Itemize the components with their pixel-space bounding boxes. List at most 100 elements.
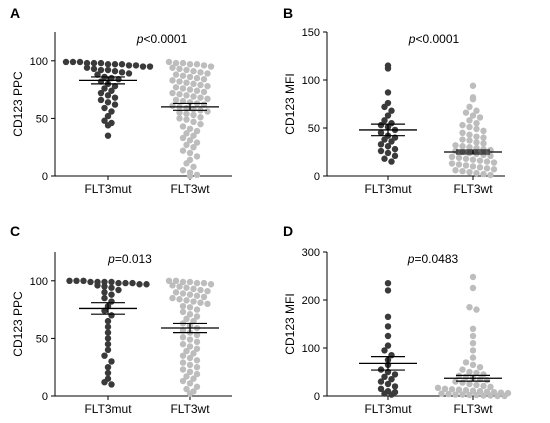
data-point xyxy=(169,77,176,84)
data-point xyxy=(466,368,473,376)
data-point xyxy=(462,387,470,394)
data-point xyxy=(384,313,392,320)
data-point xyxy=(143,281,150,288)
data-point xyxy=(193,383,201,390)
data-point xyxy=(179,147,187,154)
data-point xyxy=(200,88,208,96)
data-point xyxy=(473,133,480,140)
data-point xyxy=(101,289,108,296)
data-point xyxy=(469,273,477,281)
data-point xyxy=(179,359,187,366)
data-point xyxy=(381,155,388,162)
p-value-annotation: p<0.0001 xyxy=(408,32,460,46)
data-point xyxy=(381,390,388,397)
data-point xyxy=(101,278,108,286)
data-point xyxy=(183,297,190,304)
data-point xyxy=(108,284,115,291)
data-point xyxy=(186,390,194,397)
data-point xyxy=(459,136,466,143)
data-point xyxy=(469,112,477,119)
data-point xyxy=(473,306,480,313)
x-category-label: FLT3wt xyxy=(170,402,210,416)
data-point xyxy=(76,58,84,66)
data-point xyxy=(391,152,399,160)
data-point xyxy=(434,384,442,392)
data-point xyxy=(104,122,112,129)
data-point xyxy=(183,347,190,355)
data-point xyxy=(69,58,77,66)
data-point xyxy=(104,132,112,139)
data-point xyxy=(204,70,211,77)
data-point xyxy=(186,61,194,68)
data-point xyxy=(459,143,466,150)
y-tick-label: 0 xyxy=(314,171,320,183)
data-point xyxy=(186,149,194,157)
data-point xyxy=(190,118,197,126)
p-symbol: p xyxy=(136,32,144,46)
data-point xyxy=(455,161,463,168)
x-category-label: FLT3mut xyxy=(84,182,132,196)
data-point xyxy=(200,293,208,301)
data-point xyxy=(441,385,449,392)
data-point xyxy=(197,120,204,128)
data-point xyxy=(197,114,204,121)
data-point xyxy=(377,385,385,392)
data-point xyxy=(384,323,392,330)
data-point xyxy=(118,61,126,68)
data-point xyxy=(193,338,201,346)
data-point xyxy=(448,160,456,167)
data-point xyxy=(176,296,183,303)
data-point xyxy=(466,144,473,151)
data-point xyxy=(146,63,154,70)
data-point xyxy=(480,382,487,390)
data-point xyxy=(190,375,197,382)
data-point xyxy=(136,281,143,288)
data-point xyxy=(469,361,477,368)
data-point xyxy=(388,138,395,145)
data-point xyxy=(476,164,484,171)
data-point xyxy=(111,67,119,75)
data-point xyxy=(101,104,108,112)
data-point xyxy=(125,70,133,77)
data-point xyxy=(200,62,208,69)
data-point xyxy=(197,299,204,306)
data-point xyxy=(384,149,392,157)
data-point xyxy=(480,140,487,147)
data-point xyxy=(469,156,477,163)
data-point xyxy=(169,282,176,289)
data-point xyxy=(186,354,194,362)
p-value-annotation: p=0.013 xyxy=(107,252,152,266)
data-point xyxy=(108,312,115,319)
y-tick-label: 100 xyxy=(30,276,48,288)
data-point xyxy=(172,277,180,284)
data-point xyxy=(101,283,108,290)
data-point xyxy=(111,82,119,90)
data-point xyxy=(104,364,112,371)
data-point xyxy=(101,307,108,314)
y-axis-label: CD123 PPC xyxy=(11,71,25,137)
data-point xyxy=(459,129,466,136)
data-point xyxy=(384,287,392,294)
data-point xyxy=(466,149,473,157)
data-point xyxy=(193,127,201,135)
data-point xyxy=(172,96,180,104)
data-point xyxy=(197,286,204,294)
data-point xyxy=(190,285,197,293)
data-point xyxy=(104,346,112,354)
data-point xyxy=(480,392,487,399)
y-tick-label: 100 xyxy=(30,56,48,68)
y-tick-label: 150 xyxy=(302,27,320,39)
data-point xyxy=(183,116,190,123)
data-point xyxy=(118,69,126,76)
data-point xyxy=(179,302,187,310)
data-point xyxy=(469,96,477,103)
x-category-label: FLT3mut xyxy=(84,402,132,416)
data-point xyxy=(466,304,473,311)
data-point xyxy=(384,65,392,72)
data-point xyxy=(384,332,392,340)
data-point xyxy=(466,168,473,176)
data-point xyxy=(183,160,190,167)
p-value: <0.0001 xyxy=(143,32,187,46)
data-point xyxy=(190,93,197,100)
data-point xyxy=(73,277,80,284)
